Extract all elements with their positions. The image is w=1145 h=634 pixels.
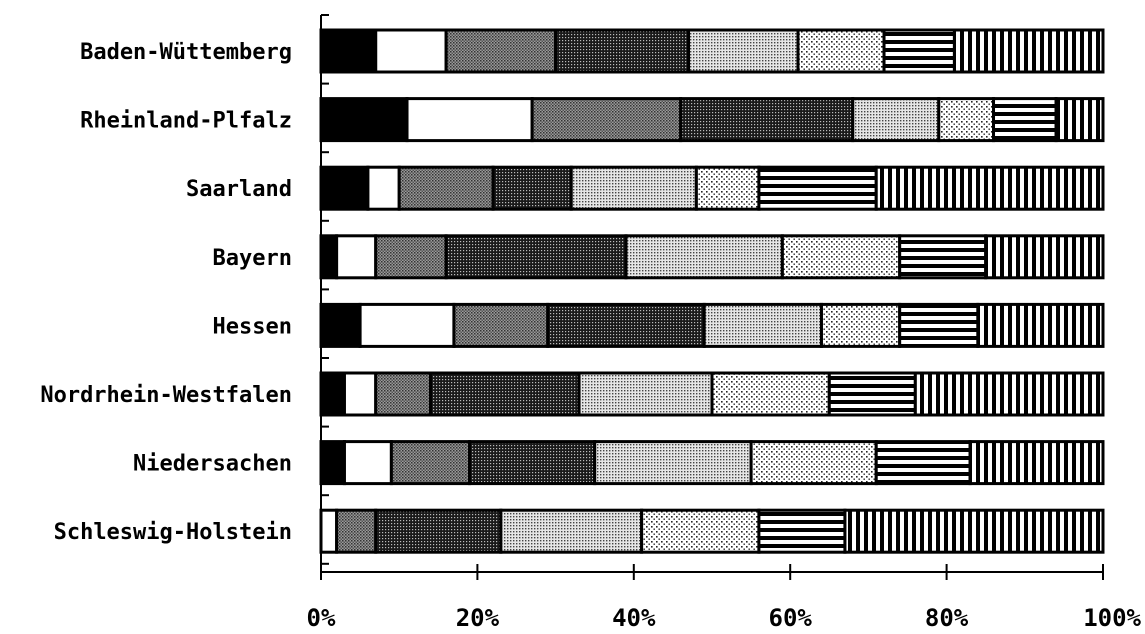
bar-segment-fine-dots	[624, 234, 784, 280]
axes-group: 0% 20% 40% 60% 80% 100%	[307, 14, 1142, 632]
bar-segment-fine-dots	[702, 302, 823, 348]
bar-segment-horizontal-lines	[757, 508, 847, 554]
bar-segment-vertical-lines	[1054, 97, 1105, 143]
bar-segment-dense-gray	[335, 508, 378, 554]
bar-segment-horizontal-lines	[882, 28, 956, 74]
bar-segment-dark-dots	[428, 371, 581, 417]
bar-segment-dense-gray	[374, 371, 432, 417]
bar-segment-white	[342, 440, 393, 486]
category-label: Baden-Wüttemberg	[80, 40, 292, 65]
bar-segment-dense-gray	[397, 165, 495, 211]
bar-segment-solid-black	[319, 371, 346, 417]
bar-segment-sparse-dots	[710, 371, 831, 417]
bar-segment-sparse-dots	[694, 165, 761, 211]
bar-segment-vertical-lines	[984, 234, 1105, 280]
bar-segment-fine-dots	[499, 508, 644, 554]
category-label: Schleswig-Holstein	[54, 520, 292, 545]
bar-segment-vertical-lines	[968, 440, 1105, 486]
bar-segment-horizontal-lines	[992, 97, 1058, 143]
bar-segment-dense-gray	[389, 440, 472, 486]
bar-segment-vertical-lines	[843, 508, 1105, 554]
bar-segment-dense-gray	[452, 302, 550, 348]
bar-segment-fine-dots	[687, 28, 800, 74]
category-label: Rheinland-Plfalz	[80, 109, 292, 134]
category-label: Saarland	[186, 177, 292, 202]
bar-segment-dark-dots	[491, 165, 573, 211]
bar-segment-white	[358, 302, 456, 348]
bar-segment-fine-dots	[851, 97, 941, 143]
bar-segment-solid-black	[319, 28, 378, 74]
bar-segment-dense-gray	[444, 28, 558, 74]
bar-segment-dense-gray	[374, 234, 448, 280]
bar-segment-horizontal-lines	[827, 371, 917, 417]
category-label: Hessen	[213, 314, 292, 339]
bar-segment-sparse-dots	[937, 97, 996, 143]
bar-segment-solid-black	[319, 234, 339, 280]
bar-segment-fine-dots	[577, 371, 714, 417]
bar-segment-solid-black	[319, 440, 346, 486]
bar-segment-white	[374, 28, 448, 74]
category-label: Nordrhein-Westfalen	[40, 383, 292, 408]
bar-segment-dark-dots	[554, 28, 691, 74]
bar-segment-horizontal-lines	[757, 165, 878, 211]
bar-segment-horizontal-lines	[898, 234, 988, 280]
bar-segment-dark-dots	[546, 302, 706, 348]
bar-segment-horizontal-lines	[898, 302, 980, 348]
bar-segment-solid-black	[319, 165, 370, 211]
x-tick-label: 80%	[925, 604, 969, 632]
bar-segment-white	[335, 234, 378, 280]
x-tick-label: 0%	[307, 604, 336, 632]
bar-segment-vertical-lines	[913, 371, 1105, 417]
bar-segment-sparse-dots	[749, 440, 878, 486]
bar-segment-fine-dots	[569, 165, 698, 211]
bar-segment-dark-dots	[679, 97, 855, 143]
bar-segment-white	[342, 371, 378, 417]
bar-segment-vertical-lines	[952, 28, 1105, 74]
bar-segment-dark-dots	[374, 508, 503, 554]
bar-segment-fine-dots	[593, 440, 753, 486]
x-tick-label: 60%	[769, 604, 813, 632]
bar-segment-sparse-dots	[780, 234, 902, 280]
bar-segment-dark-dots	[444, 234, 628, 280]
bar-segment-solid-black	[319, 97, 409, 143]
bar-segment-sparse-dots	[819, 302, 902, 348]
bar-segment-sparse-dots	[640, 508, 761, 554]
category-label: Bayern	[213, 246, 292, 271]
bar-segment-vertical-lines	[976, 302, 1105, 348]
bar-segment-sparse-dots	[796, 28, 886, 74]
bars-group	[319, 28, 1105, 554]
x-tick-label: 100%	[1083, 604, 1141, 632]
bar-segment-horizontal-lines	[874, 440, 972, 486]
category-label: Niedersachen	[133, 452, 292, 477]
category-labels: Baden-Wüttemberg Rheinland-Plfalz Saarland…	[40, 40, 292, 545]
bar-segment-white	[405, 97, 534, 143]
bar-segment-vertical-lines	[874, 165, 1105, 211]
bar-segment-dense-gray	[530, 97, 683, 143]
bar-segment-white	[366, 165, 401, 211]
bar-segment-solid-black	[319, 302, 362, 348]
bar-segment-dark-dots	[468, 440, 597, 486]
x-tick-label: 20%	[456, 604, 500, 632]
x-tick-label: 40%	[612, 604, 656, 632]
bar-segment-white	[319, 508, 339, 554]
